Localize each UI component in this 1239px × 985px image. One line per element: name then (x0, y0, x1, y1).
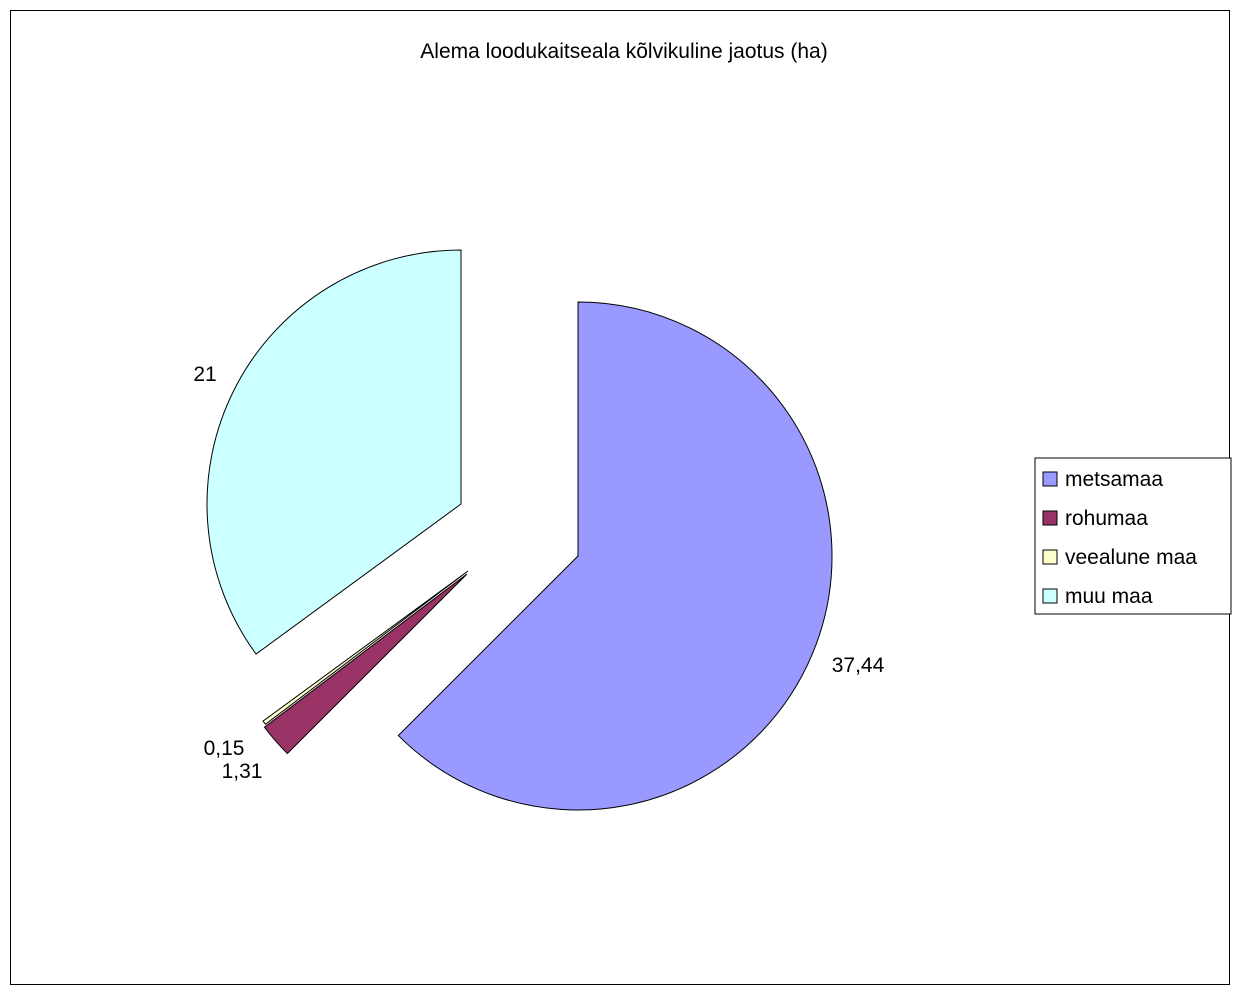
legend-box (1034, 457, 1232, 615)
legend-swatch-metsamaa (1042, 471, 1058, 487)
legend-label-muu-maa: muu maa (1065, 585, 1153, 608)
pie-slice-metsamaa (397, 301, 833, 811)
legend-swatch-veealune-maa (1042, 549, 1058, 565)
data-label-veealune-maa: 0,15 (204, 737, 245, 760)
pie-slices (206, 249, 833, 811)
pie-slice-rohumaa (263, 573, 468, 755)
data-labels: 37,44 1,310,15 21 (193, 363, 884, 783)
legend-label-veealune-maa: veealune maa (1065, 546, 1197, 569)
legend: metsamaa rohumaa veealune maa muu maa (1034, 457, 1232, 615)
legend-label-metsamaa: metsamaa (1065, 468, 1163, 491)
chart-title: Alema loodukaitseala kõlvikuline jaotus … (420, 40, 827, 63)
legend-swatch-rohumaa (1042, 510, 1058, 526)
data-label-metsamaa: 37,44 (832, 654, 885, 677)
data-label-rohumaa: 1,31 (222, 760, 263, 783)
data-label-muu-maa: 21 (193, 363, 216, 386)
pie-slice-muu-maa (206, 249, 462, 655)
pie-slice-veealune-maa (262, 570, 469, 725)
legend-swatch-muu-maa (1042, 588, 1058, 604)
legend-label-rohumaa: rohumaa (1065, 507, 1148, 530)
